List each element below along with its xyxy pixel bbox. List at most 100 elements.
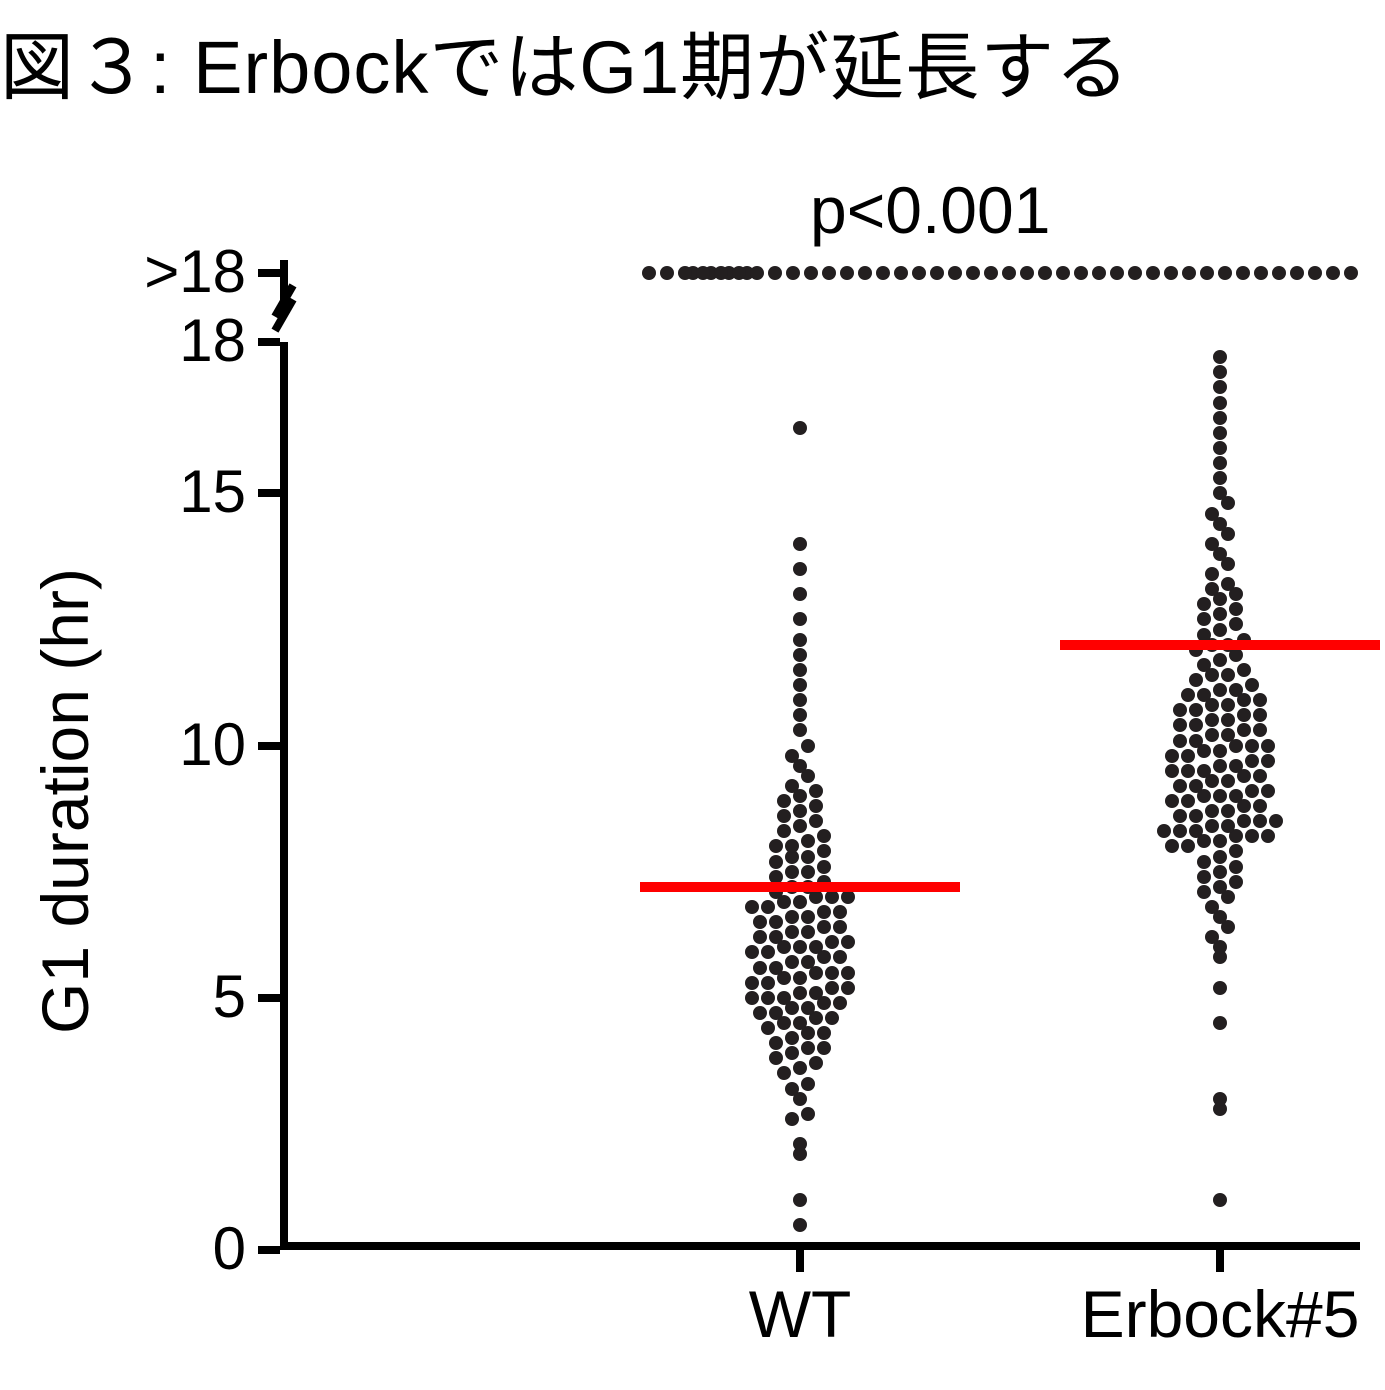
data-point	[1173, 809, 1187, 823]
data-point	[777, 1066, 791, 1080]
data-point	[801, 834, 815, 848]
data-point	[793, 895, 807, 909]
data-point	[825, 981, 839, 995]
data-point	[1197, 870, 1211, 884]
data-point	[841, 890, 855, 904]
data-point-overflow	[912, 266, 926, 280]
data-point	[1213, 607, 1227, 621]
data-point	[769, 915, 783, 929]
data-point	[793, 562, 807, 576]
data-point-overflow	[1092, 266, 1106, 280]
y-tick-label: 0	[116, 1214, 246, 1283]
data-point	[1173, 718, 1187, 732]
data-point	[1205, 900, 1219, 914]
data-point	[817, 905, 831, 919]
data-point	[1189, 779, 1203, 793]
data-point	[1253, 708, 1267, 722]
data-point	[1165, 839, 1179, 853]
data-point	[1181, 764, 1195, 778]
data-point-overflow	[1344, 266, 1358, 280]
figure-title: 図３: ErbockではG1期が延長する	[0, 8, 1385, 115]
data-point	[841, 966, 855, 980]
data-point	[809, 784, 823, 798]
data-point	[1237, 708, 1251, 722]
data-point	[761, 991, 775, 1005]
data-point	[1221, 698, 1235, 712]
data-point	[793, 537, 807, 551]
data-point	[1253, 769, 1267, 783]
data-point	[745, 900, 759, 914]
data-point	[1165, 764, 1179, 778]
data-point	[1165, 749, 1179, 763]
data-point-overflow	[1272, 266, 1286, 280]
data-point	[817, 1041, 831, 1055]
data-point-overflow	[1218, 266, 1232, 280]
data-point	[1197, 855, 1211, 869]
data-point	[801, 1041, 815, 1055]
data-point	[1253, 814, 1267, 828]
data-point	[745, 991, 759, 1005]
data-point-overflow	[1200, 266, 1214, 280]
data-point	[785, 925, 799, 939]
y-axis-lower	[280, 342, 288, 1250]
data-point	[825, 935, 839, 949]
y-tick	[258, 338, 280, 346]
data-point	[1181, 688, 1195, 702]
data-point	[1213, 396, 1227, 410]
data-point	[1213, 744, 1227, 758]
data-point	[809, 814, 823, 828]
data-point	[1197, 612, 1211, 626]
median-line	[1060, 640, 1380, 650]
data-point	[1237, 814, 1251, 828]
data-point-overflow	[840, 266, 854, 280]
data-point	[1213, 865, 1227, 879]
data-point	[793, 1016, 807, 1030]
data-point	[1229, 759, 1243, 773]
data-point	[1229, 683, 1243, 697]
plot-area: 05101518>18WTErbock#5	[280, 260, 1360, 1250]
data-point	[1189, 734, 1203, 748]
data-point	[1205, 537, 1219, 551]
data-point	[785, 955, 799, 969]
data-point	[1181, 749, 1195, 763]
data-point	[809, 1056, 823, 1070]
data-point	[793, 1061, 807, 1075]
data-point	[809, 799, 823, 813]
data-point	[1213, 1016, 1227, 1030]
data-point	[817, 860, 831, 874]
data-point-overflow	[966, 266, 980, 280]
data-point	[793, 986, 807, 1000]
data-point-overflow	[948, 266, 962, 280]
data-point	[833, 920, 847, 934]
data-point	[841, 935, 855, 949]
data-point	[1229, 789, 1243, 803]
data-point-overflow	[1182, 266, 1196, 280]
data-point	[1253, 723, 1267, 737]
data-point	[753, 930, 767, 944]
data-point	[1213, 426, 1227, 440]
y-tick-label: 10	[116, 710, 246, 779]
figure-container: 図３: ErbockではG1期が延長する G1 duration (hr) p<…	[0, 0, 1385, 1390]
data-point	[801, 739, 815, 753]
data-point	[1237, 723, 1251, 737]
data-point	[801, 865, 815, 879]
data-point	[801, 850, 815, 864]
data-point-overflow	[1254, 266, 1268, 280]
data-point	[1213, 350, 1227, 364]
data-point	[793, 663, 807, 677]
data-point-overflow	[894, 266, 908, 280]
data-point	[1229, 844, 1243, 858]
data-point	[1189, 718, 1203, 732]
data-point	[1165, 794, 1179, 808]
data-point	[801, 1107, 815, 1121]
data-point	[1173, 824, 1187, 838]
data-point	[1189, 809, 1203, 823]
data-point-overflow	[714, 266, 728, 280]
data-point	[1245, 739, 1259, 753]
data-point	[761, 900, 775, 914]
data-point-overflow	[696, 266, 710, 280]
data-point	[753, 961, 767, 975]
x-tick-label: Erbock#5	[1000, 1276, 1385, 1352]
y-tick-label-overflow: >18	[76, 237, 246, 306]
data-point	[1213, 471, 1227, 485]
